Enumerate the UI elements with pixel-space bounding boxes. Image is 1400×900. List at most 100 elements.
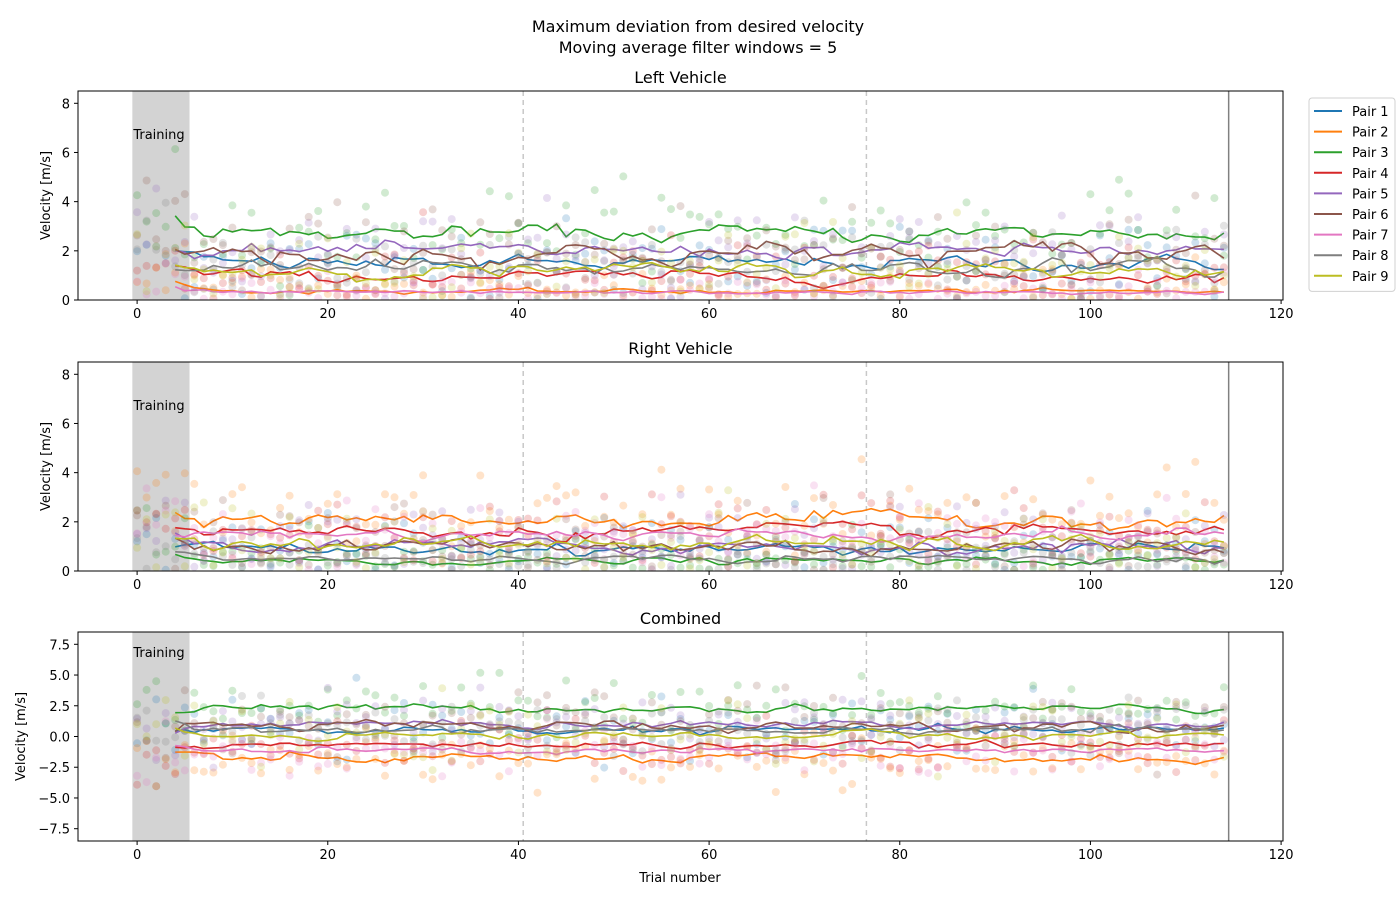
scatter-point-pair-2 xyxy=(323,499,332,508)
scatter-point-pair-5 xyxy=(571,546,580,555)
scatter-point-pair-5 xyxy=(276,522,285,530)
training-region xyxy=(132,632,190,841)
scatter-point-pair-3 xyxy=(247,208,256,217)
scatter-point-pair-3 xyxy=(390,693,399,702)
scatter-point-pair-5 xyxy=(638,698,647,707)
scatter-point-pair-8 xyxy=(819,241,828,250)
scatter-point-pair-7 xyxy=(838,278,847,287)
scatter-point-pair-9 xyxy=(161,250,170,259)
scatter-point-pair-1 xyxy=(838,226,847,235)
scatter-point-pair-3 xyxy=(943,543,952,552)
scatter-point-pair-7 xyxy=(1010,767,1019,776)
scatter-point-pair-2 xyxy=(1219,278,1228,287)
scatter-point-pair-1 xyxy=(781,247,790,256)
scatter-point-pair-1 xyxy=(466,731,475,740)
scatter-point-pair-8 xyxy=(152,548,161,557)
scatter-point-pair-1 xyxy=(142,736,151,745)
scatter-point-pair-7 xyxy=(647,292,656,300)
y-axis-label: Velocity [m/s] xyxy=(39,151,54,240)
scatter-point-pair-9 xyxy=(743,278,752,287)
scatter-point-pair-9 xyxy=(743,714,752,723)
scatter-point-pair-5 xyxy=(953,232,961,241)
scatter-point-pair-1 xyxy=(876,294,885,300)
scatter-point-pair-9 xyxy=(733,541,742,550)
scatter-point-pair-2 xyxy=(495,280,504,289)
scatter-point-pair-8 xyxy=(276,290,285,299)
scatter-point-pair-8 xyxy=(562,283,571,292)
scatter-point-pair-8 xyxy=(1019,548,1028,557)
scatter-point-pair-6 xyxy=(1057,250,1066,259)
scatter-point-pair-9 xyxy=(1105,264,1114,272)
scatter-point-pair-3 xyxy=(447,706,456,715)
moving-average-line-pair-4 xyxy=(175,264,1225,290)
scatter-point-pair-4 xyxy=(295,754,304,763)
y-tick-label: 2.5 xyxy=(49,700,70,715)
y-axis-label: Velocity [m/s] xyxy=(14,692,29,781)
scatter-point-pair-4 xyxy=(1057,532,1066,541)
scatter-point-pair-5 xyxy=(390,517,399,526)
scatter-point-pair-2 xyxy=(238,483,246,492)
scatter-point-pair-3 xyxy=(857,562,866,571)
scatter-point-pair-3 xyxy=(1019,545,1028,554)
scatter-point-pair-4 xyxy=(1076,258,1085,267)
scatter-point-pair-8 xyxy=(1219,705,1228,714)
scatter-point-pair-6 xyxy=(1219,241,1228,250)
scatter-point-pair-7 xyxy=(1200,740,1209,749)
scatter-point-pair-1 xyxy=(304,706,313,714)
scatter-point-pair-2 xyxy=(781,483,790,491)
scatter-point-pair-9 xyxy=(1105,741,1114,750)
x-tick-label: 100 xyxy=(1078,307,1103,322)
scatter-point-pair-8 xyxy=(171,555,180,564)
scatter-point-pair-9 xyxy=(1191,281,1200,290)
scatter-point-pair-1 xyxy=(381,265,389,274)
scatter-point-pair-8 xyxy=(905,711,914,719)
scatter-point-pair-9 xyxy=(581,565,590,571)
scatter-point-pair-6 xyxy=(485,560,494,569)
scatter-point-pair-9 xyxy=(647,278,656,287)
figure-title-line1: Maximum deviation from desired velocity xyxy=(532,17,864,36)
scatter-point-pair-3 xyxy=(133,191,142,200)
scatter-point-pair-3 xyxy=(409,547,418,556)
scatter-point-pair-8 xyxy=(628,538,637,547)
scatter-point-pair-7 xyxy=(180,766,189,775)
scatter-point-pair-8 xyxy=(257,691,265,700)
scatter-point-pair-6 xyxy=(1048,267,1057,276)
scatter-point-pair-3 xyxy=(676,233,685,242)
scatter-point-pair-4 xyxy=(705,275,714,284)
scatter-point-pair-7 xyxy=(1000,521,1009,530)
scatter-point-pair-6 xyxy=(228,749,237,758)
scatter-point-pair-3 xyxy=(1191,563,1200,571)
scatter-point-pair-4 xyxy=(829,563,837,571)
scatter-point-pair-8 xyxy=(514,561,523,570)
scatter-point-pair-9 xyxy=(590,255,599,264)
scatter-point-pair-9 xyxy=(571,554,580,563)
scatter-point-pair-7 xyxy=(314,762,323,771)
scatter-point-pair-9 xyxy=(876,537,885,546)
scatter-point-pair-7 xyxy=(619,530,628,539)
scatter-point-pair-4 xyxy=(1048,752,1057,761)
scatter-point-pair-8 xyxy=(171,262,180,271)
scatter-point-pair-3 xyxy=(1076,294,1085,300)
scatter-point-pair-2 xyxy=(409,491,418,499)
scatter-point-pair-4 xyxy=(485,750,494,759)
scatter-point-pair-8 xyxy=(1019,259,1028,267)
scatter-point-pair-9 xyxy=(495,262,504,271)
y-tick-label: 0 xyxy=(62,294,70,309)
scatter-point-pair-9 xyxy=(1200,246,1209,254)
scatter-point-pair-5 xyxy=(838,278,847,287)
scatter-point-pair-4 xyxy=(590,759,599,768)
scatter-point-pair-8 xyxy=(381,242,389,251)
scatter-point-pair-7 xyxy=(724,548,733,557)
moving-average-line-pair-9 xyxy=(174,727,1225,743)
scatter-point-pair-9 xyxy=(705,548,714,557)
scatter-point-pair-7 xyxy=(752,280,761,289)
scatter-point-pair-6 xyxy=(676,717,685,726)
scatter-point-pair-2 xyxy=(1143,284,1152,292)
scatter-point-pair-2 xyxy=(457,522,466,531)
y-tick-label: 4 xyxy=(62,467,70,482)
scatter-point-pair-5 xyxy=(1086,275,1095,284)
scatter-point-pair-8 xyxy=(1057,561,1066,570)
scatter-point-pair-6 xyxy=(447,232,456,241)
